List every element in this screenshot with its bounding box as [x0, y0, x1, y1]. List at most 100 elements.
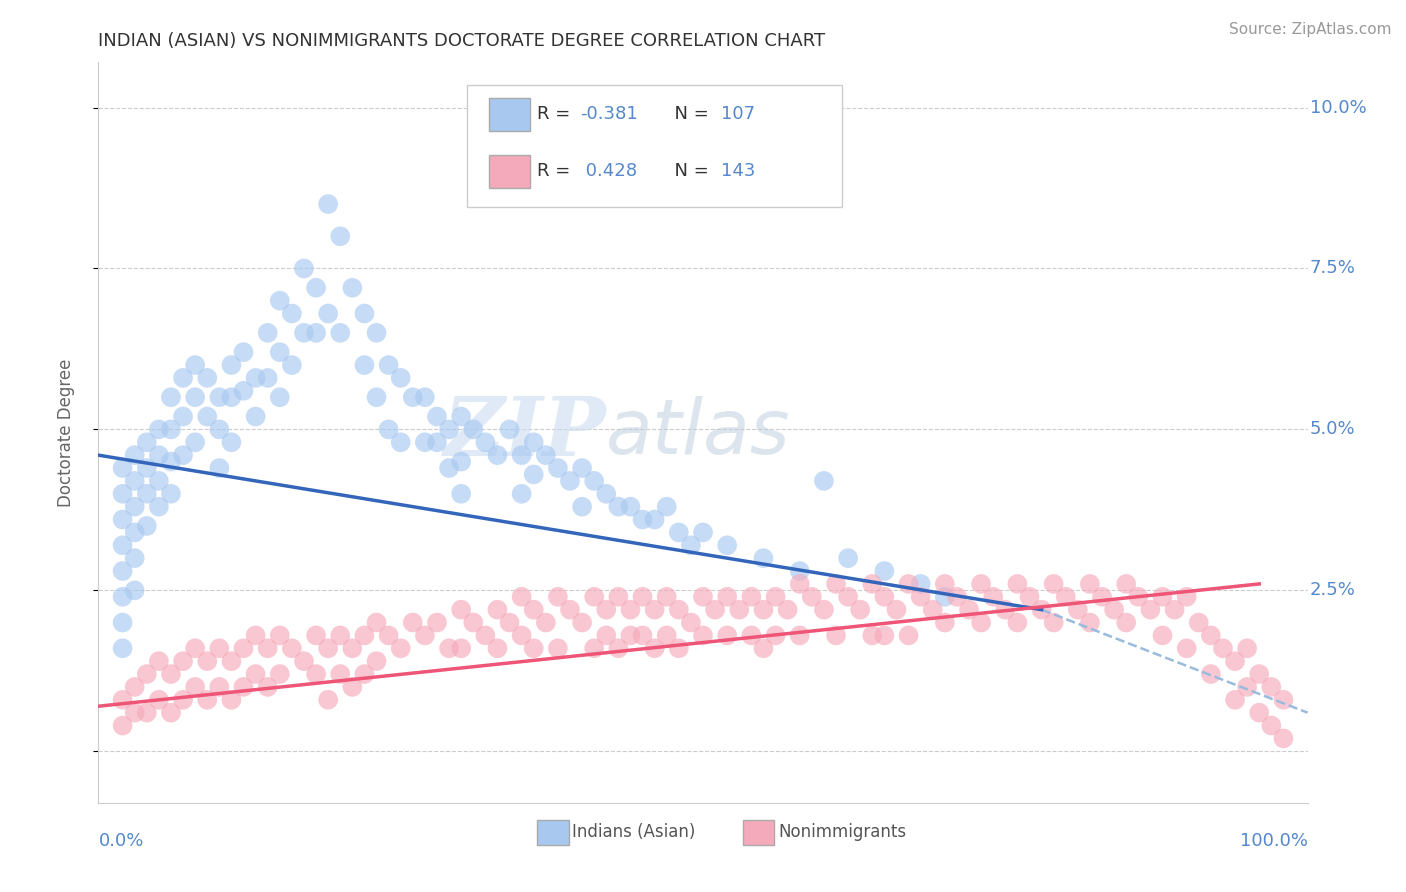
Point [1188, 615, 1211, 630]
Text: 0.428: 0.428 [579, 162, 637, 180]
Text: 107: 107 [721, 105, 755, 123]
Text: R =: R = [537, 162, 576, 180]
Point [195, 693, 218, 707]
Point [269, 345, 291, 359]
Point [450, 641, 472, 656]
Point [474, 628, 496, 642]
Point [1199, 667, 1222, 681]
Text: 143: 143 [721, 162, 755, 180]
Point [1260, 718, 1282, 732]
Point [825, 628, 848, 642]
Point [523, 641, 546, 656]
Point [135, 461, 157, 475]
Point [450, 602, 472, 616]
Point [583, 590, 606, 604]
Point [728, 602, 751, 616]
Point [160, 667, 183, 681]
Point [292, 654, 315, 668]
Point [281, 641, 304, 656]
Point [1128, 590, 1150, 604]
Point [184, 435, 207, 450]
Point [716, 538, 738, 552]
Point [450, 487, 472, 501]
Point [111, 487, 134, 501]
Point [221, 654, 243, 668]
Point [208, 641, 231, 656]
Point [1054, 590, 1077, 604]
Point [1042, 615, 1064, 630]
Point [245, 409, 267, 424]
Point [692, 590, 714, 604]
Point [1078, 577, 1101, 591]
Point [184, 390, 207, 404]
Point [195, 409, 218, 424]
Point [547, 461, 569, 475]
Text: 0.0%: 0.0% [98, 832, 143, 850]
Point [631, 628, 654, 642]
Text: ZIP: ZIP [444, 392, 606, 473]
Point [111, 590, 134, 604]
Point [486, 602, 509, 616]
Point [704, 602, 727, 616]
Point [547, 641, 569, 656]
Point [668, 525, 690, 540]
Point [1272, 731, 1295, 746]
Point [232, 345, 254, 359]
Point [111, 615, 134, 630]
Point [342, 680, 364, 694]
Point [221, 435, 243, 450]
Point [571, 615, 593, 630]
Point [172, 654, 194, 668]
Point [195, 371, 218, 385]
Point [934, 590, 956, 604]
Point [897, 577, 920, 591]
Point [946, 590, 969, 604]
Point [111, 693, 134, 707]
Point [679, 538, 702, 552]
Point [668, 602, 690, 616]
Point [232, 680, 254, 694]
Point [970, 577, 993, 591]
Point [547, 590, 569, 604]
Text: N =: N = [664, 105, 714, 123]
Point [111, 538, 134, 552]
Point [305, 281, 328, 295]
Point [837, 590, 859, 604]
Point [1223, 654, 1246, 668]
Text: 2.5%: 2.5% [1310, 582, 1355, 599]
Point [366, 654, 388, 668]
Point [389, 641, 412, 656]
Point [752, 551, 775, 566]
Point [510, 628, 533, 642]
Point [1042, 577, 1064, 591]
Point [184, 358, 207, 372]
Point [135, 667, 157, 681]
Point [389, 371, 412, 385]
Point [1175, 641, 1198, 656]
Point [934, 615, 956, 630]
Point [523, 467, 546, 482]
Point [619, 500, 641, 514]
Point [740, 628, 762, 642]
Point [269, 390, 291, 404]
Point [1139, 602, 1161, 616]
Point [1067, 602, 1090, 616]
Point [789, 577, 811, 591]
Point [1236, 641, 1258, 656]
Point [619, 628, 641, 642]
Point [124, 448, 146, 462]
Point [450, 454, 472, 468]
Y-axis label: Doctorate Degree: Doctorate Degree [56, 359, 75, 507]
Point [679, 615, 702, 630]
Point [329, 628, 352, 642]
Point [921, 602, 943, 616]
Point [305, 326, 328, 340]
Point [644, 641, 666, 656]
Point [305, 628, 328, 642]
Point [897, 628, 920, 642]
Point [595, 602, 617, 616]
Point [342, 281, 364, 295]
Point [1007, 577, 1029, 591]
Point [1175, 590, 1198, 604]
Point [595, 628, 617, 642]
